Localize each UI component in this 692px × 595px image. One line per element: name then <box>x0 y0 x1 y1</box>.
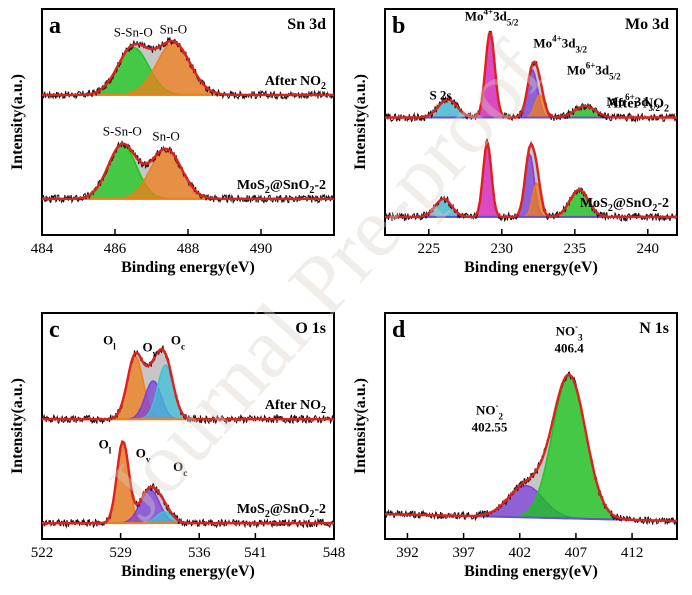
x-tick-label: 541 <box>244 545 267 561</box>
peak-label: Ov <box>143 339 158 358</box>
panel-a: After NO2 S-Sn-O Sn-O MoS2@SnO2-2 S-Sn-O Sn-O… <box>9 8 335 276</box>
plot-frame <box>41 8 335 236</box>
peak-label: S 2s <box>429 87 451 102</box>
y-axis-label: Intensity(a.u.) <box>352 74 369 170</box>
fit-envelope-line <box>385 141 677 219</box>
trace-label: After NO2 <box>265 74 326 92</box>
x-tick-label: 484 <box>31 241 54 257</box>
peak-label: Ol <box>103 333 116 352</box>
x-tick-label: 412 <box>621 545 644 561</box>
x-tick-label: 407 <box>565 545 588 561</box>
peak-label: S-Sn-O <box>103 124 142 139</box>
peak-label: S-Sn-O <box>114 24 153 39</box>
fit-envelope-line <box>385 30 677 119</box>
peak-label: Sn-O <box>160 21 187 36</box>
x-axis-label: Binding energy(eV) <box>121 259 255 276</box>
y-axis-label: Intensity(a.u.) <box>9 378 26 474</box>
peak-label: Mo6+3d5/2 <box>567 61 621 82</box>
raw-data-line <box>42 344 334 425</box>
panel-title: O 1s <box>295 320 326 337</box>
peak-label: Mo4+3d5/2 <box>465 6 519 27</box>
x-axis-label: Binding energy(eV) <box>464 563 598 580</box>
peak-label: NO-2 <box>476 401 504 422</box>
x-tick-label: 235 <box>564 241 587 257</box>
x-tick-label: 486 <box>104 241 127 257</box>
trace-label: After NO2 <box>265 398 326 416</box>
peak-label: Ov <box>136 446 151 465</box>
x-tick-label: 402 <box>509 545 532 561</box>
fit-envelope-line <box>42 348 334 421</box>
y-axis-label: Intensity(a.u.) <box>9 74 26 170</box>
x-tick-label: 240 <box>637 241 660 257</box>
plot-frame <box>384 8 678 236</box>
watermark: Journal Pre-proof <box>87 24 563 538</box>
fit-envelope-line <box>42 439 334 525</box>
panel-title: N 1s <box>639 320 669 337</box>
x-tick-label: 548 <box>323 545 346 561</box>
x-tick-label: 522 <box>31 545 54 561</box>
peak-label: Mo4+3d3/2 <box>533 33 587 54</box>
x-tick-label: 529 <box>109 545 132 561</box>
x-tick-label: 488 <box>177 241 200 257</box>
peak-label: Oc <box>173 459 187 478</box>
peak-label: Sn-O <box>152 129 179 144</box>
peak-label: Mo6+3d3/2 <box>606 92 660 113</box>
panel-c: After NO2 MoS2@SnO2-2 Ol Ov Oc Ol Ov Oc c O 1s 522… <box>9 312 346 580</box>
panel-b: After NO2 MoS2@SnO2-2 Mo4+3d5/2 Mo4+3d3/2 Mo… <box>352 6 678 276</box>
panel-letter: b <box>392 13 405 39</box>
peak-value: 402.55 <box>472 420 508 435</box>
fit-envelope-line <box>385 373 677 523</box>
x-axis-label: Binding energy(eV) <box>121 563 255 580</box>
x-tick-label: 536 <box>188 545 211 561</box>
fit-envelope-line <box>42 142 334 200</box>
peak-label: Ol <box>99 437 112 456</box>
fit-envelope-line <box>42 39 334 97</box>
panel-letter: c <box>49 317 60 343</box>
trace-label: MoS2@SnO2-2 <box>237 178 326 196</box>
x-tick-label: 225 <box>418 241 441 257</box>
panel-letter: a <box>49 13 61 39</box>
trace-label: After NO2 <box>608 96 669 114</box>
x-axis-label: Binding energy(eV) <box>464 259 598 276</box>
panel-letter: d <box>392 317 406 343</box>
trace-label: MoS2@SnO2-2 <box>237 502 326 520</box>
plot-frame <box>41 312 335 540</box>
peak-label: NO-3 <box>556 322 584 343</box>
panel-title: Sn 3d <box>287 16 326 33</box>
x-tick-label: 230 <box>491 241 514 257</box>
x-tick-label: 392 <box>396 545 419 561</box>
panel-title: Mo 3d <box>625 16 669 33</box>
peak-value: 406.4 <box>555 341 585 356</box>
y-axis-label: Intensity(a.u.) <box>352 378 369 474</box>
trace-label: MoS2@SnO2-2 <box>580 196 669 214</box>
peak-label: Oc <box>171 333 185 352</box>
x-tick-label: 397 <box>452 545 475 561</box>
plot-frame <box>384 312 678 540</box>
x-tick-label: 490 <box>250 241 273 257</box>
